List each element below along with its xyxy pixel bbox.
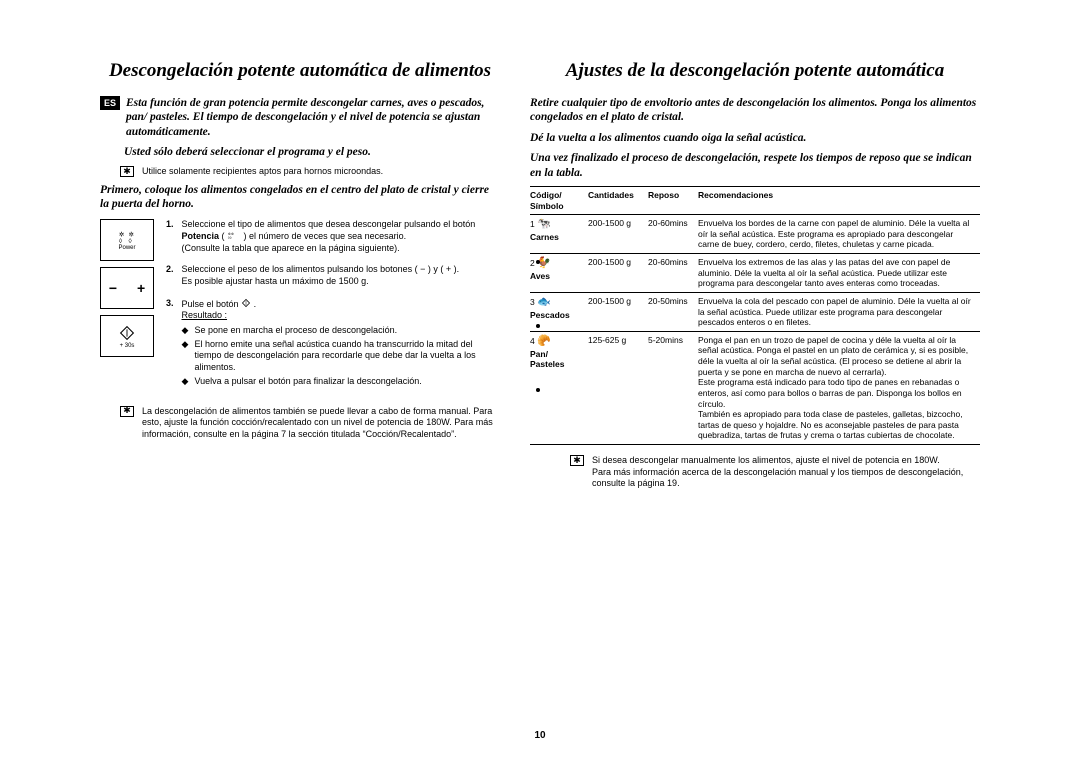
- cell-rest: 20-60mins: [648, 254, 698, 293]
- table-row: 1 🐄Carnes200-1500 g20-60minsEnvuelva los…: [530, 215, 980, 254]
- right-final-note-text: Si desea descongelar manualmente los ali…: [592, 455, 980, 490]
- note-text-1: Utilice solamente recipientes aptos para…: [142, 166, 383, 176]
- svg-text:✲: ✲: [119, 230, 125, 238]
- diamond-start-icon: [118, 324, 136, 342]
- left-final-note: ✱ La descongelación de alimentos también…: [120, 406, 500, 441]
- power-button-icon: ✲✲ ◊ ◊ Power: [100, 219, 154, 261]
- left-intro-2: Usted sólo deberá seleccionar el program…: [124, 145, 500, 159]
- start-button-icon: + 30s: [100, 315, 154, 357]
- step3-results: ◆Se pone en marcha el proceso de descong…: [182, 325, 500, 387]
- step3-r3: Vuelva a pulsar el botón para finalizar …: [194, 376, 421, 388]
- step2-text-a: Seleccione el peso de los alimentos puls…: [182, 264, 460, 274]
- cell-rest: 20-60mins: [648, 215, 698, 254]
- binding-dots: [536, 260, 540, 392]
- step2-text-b: Es posible ajustar hasta un máximo de 15…: [182, 276, 369, 286]
- step-2: 2. Seleccione el peso de los alimentos p…: [166, 264, 500, 287]
- cell-rec: Envuelva la cola del pescado con papel d…: [698, 292, 980, 331]
- left-intro-3: Primero, coloque los alimentos congelado…: [100, 183, 500, 212]
- page-number: 10: [534, 730, 545, 741]
- left-intro-1: Esta función de gran potencia permite de…: [126, 96, 500, 139]
- ordered-steps: 1. Seleccione el tipo de alimentos que d…: [166, 219, 500, 399]
- svg-text:◊: ◊: [128, 238, 132, 244]
- lang-badge: ES: [100, 96, 120, 110]
- step1-text-a: Seleccione el tipo de alimentos que dese…: [182, 219, 476, 229]
- step1-text-c: ) el número de veces que sea necesario.: [241, 231, 406, 241]
- right-intro-3: Una vez finalizado el proceso de descong…: [530, 151, 980, 180]
- defrost-icon: ✲✲ ◊ ◊: [116, 230, 138, 244]
- cell-rec: Envuelva los extremos de las alas y las …: [698, 254, 980, 293]
- step3-text-b: .: [251, 299, 256, 309]
- diamond-inline-icon: [241, 298, 251, 308]
- steps-wrap: ✲✲ ◊◊ Power −+ + 30s: [100, 219, 500, 399]
- svg-text:◊: ◊: [119, 238, 123, 244]
- cell-qty: 200-1500 g: [588, 215, 648, 254]
- intro-block-1: ES Esta función de gran potencia permite…: [100, 96, 500, 145]
- svg-text:✲: ✲: [128, 230, 134, 238]
- cell-rec: Ponga el pan en un trozo de papel de coc…: [698, 331, 980, 444]
- th-rec: Recomendaciones: [698, 186, 980, 214]
- left-final-note-text: La descongelación de alimentos también s…: [142, 406, 500, 441]
- cell-code: 1 🐄Carnes: [530, 215, 588, 254]
- cell-rest: 20-50mins: [648, 292, 698, 331]
- left-title: Descongelación potente automática de ali…: [100, 60, 500, 82]
- note-row-1: ✱ Utilice solamente recipientes aptos pa…: [120, 166, 500, 177]
- page: Descongelación potente automática de ali…: [0, 0, 1080, 763]
- right-intro-1: Retire cualquier tipo de envoltorio ante…: [530, 96, 980, 125]
- step-1: 1. Seleccione el tipo de alimentos que d…: [166, 219, 500, 254]
- svg-text:✲✲: ✲✲: [228, 232, 235, 236]
- step3-r2: El horno emite una señal acústica cuando…: [194, 339, 500, 374]
- step1-text-b: (: [219, 231, 227, 241]
- defrost-table: Código/ Símbolo Cantidades Reposo Recome…: [530, 186, 980, 445]
- note-icon: ✱: [120, 406, 134, 417]
- note-icon: ✱: [570, 455, 584, 466]
- step-3: 3. Pulse el botón . Resultado : ◆Se pone…: [166, 298, 500, 390]
- step1-text-d: (Consulte la tabla que aparece en la pág…: [182, 243, 400, 253]
- table-header-row: Código/ Símbolo Cantidades Reposo Recome…: [530, 186, 980, 214]
- right-final-note: ✱ Si desea descongelar manualmente los a…: [570, 455, 980, 490]
- th-rest: Reposo: [648, 186, 698, 214]
- th-code: Código/ Símbolo: [530, 186, 588, 214]
- note-icon: ✱: [120, 166, 134, 177]
- right-column: Ajustes de la descongelación potente aut…: [530, 60, 980, 733]
- table-row: 4 🥐Pan/ Pasteles125-625 g5-20minsPonga e…: [530, 331, 980, 444]
- step3-r1: Se pone en marcha el proceso de desconge…: [194, 325, 397, 337]
- cell-qty: 125-625 g: [588, 331, 648, 444]
- defrost-inline-icon: ✲✲◊◊: [227, 231, 241, 240]
- cell-qty: 200-1500 g: [588, 254, 648, 293]
- table-row: 2 🐓Aves200-1500 g20-60minsEnvuelva los e…: [530, 254, 980, 293]
- th-qty: Cantidades: [588, 186, 648, 214]
- cell-rest: 5-20mins: [648, 331, 698, 444]
- minus-plus-icon: −+: [100, 267, 154, 309]
- step1-bold: Potencia: [182, 231, 220, 241]
- step3-result-label: Resultado :: [182, 310, 228, 320]
- cell-rec: Envuelva los bordes de la carne con pape…: [698, 215, 980, 254]
- table-row: 3 🐟Pescados200-1500 g20-50minsEnvuelva l…: [530, 292, 980, 331]
- svg-text:◊◊: ◊◊: [228, 236, 232, 240]
- left-column: Descongelación potente automática de ali…: [100, 60, 500, 733]
- power-label: Power: [118, 245, 135, 251]
- step3-text-a: Pulse el botón: [182, 299, 242, 309]
- cell-qty: 200-1500 g: [588, 292, 648, 331]
- icon-stack: ✲✲ ◊ ◊ Power −+ + 30s: [100, 219, 154, 399]
- right-intro-2: Dé la vuelta a los alimentos cuando oiga…: [530, 131, 980, 145]
- right-title: Ajustes de la descongelación potente aut…: [530, 60, 980, 82]
- plus30-label: + 30s: [120, 343, 135, 349]
